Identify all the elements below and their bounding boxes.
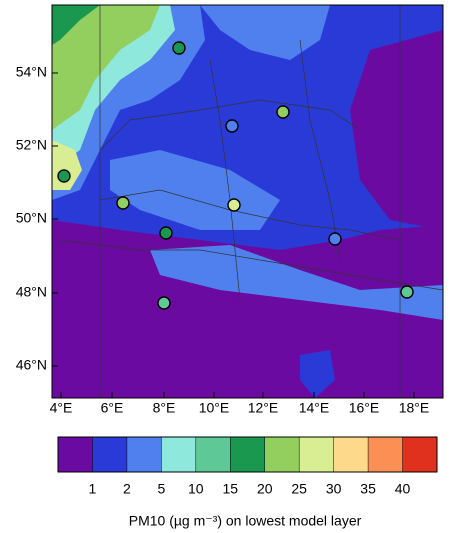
lat-label: 52°N	[16, 137, 47, 153]
map-frame	[51, 4, 444, 399]
colorbar-label: 10	[188, 481, 204, 497]
region	[52, 5, 100, 45]
region	[120, 110, 240, 150]
station	[157, 296, 171, 310]
lat-label: 48°N	[16, 284, 47, 300]
axis-labels: 54°N 52°N 50°N 48°N 46°N 4°E 6°E 8°E 10°E 12°E 14°…	[16, 64, 430, 416]
region	[52, 5, 160, 130]
colorbar-segment	[333, 437, 369, 472]
colorbar-label: 15	[222, 481, 238, 497]
colorbar-segment	[126, 437, 162, 472]
colorbar-label: 25	[291, 481, 307, 497]
colorbar-segment	[264, 437, 300, 472]
lat-label: 46°N	[16, 357, 47, 373]
colorbar-segment	[195, 437, 231, 472]
lon-label: 16°E	[349, 400, 380, 416]
station	[159, 226, 173, 240]
lon-label: 14°E	[299, 400, 330, 416]
lon-label: 4°E	[50, 400, 73, 416]
colorbar-label: 1	[89, 481, 97, 497]
lon-label: 6°E	[101, 400, 124, 416]
station	[227, 198, 241, 212]
lon-label: 10°E	[199, 400, 230, 416]
colorbar-segment	[58, 437, 93, 472]
lat-label: 50°N	[16, 210, 47, 226]
colorbar-label: 2	[123, 481, 131, 497]
colorbar-frame	[57, 436, 438, 473]
station	[328, 232, 342, 246]
lat-label: 54°N	[16, 64, 47, 80]
colorbar-label: 20	[257, 481, 273, 497]
colorbar: 1 2 5 10 15 20 25 30 35 40	[57, 436, 438, 497]
colorbar-segment	[230, 437, 266, 472]
colorbar-segment	[299, 437, 335, 472]
region	[52, 290, 443, 398]
region	[150, 245, 443, 320]
lon-label: 12°E	[248, 400, 279, 416]
station	[276, 105, 290, 119]
caption: PM10 (µg m⁻³) on lowest model layer	[129, 513, 362, 529]
station	[116, 196, 130, 210]
station	[400, 285, 414, 299]
borders	[59, 5, 444, 398]
region	[300, 350, 335, 398]
region	[350, 30, 443, 230]
station	[225, 119, 239, 133]
lon-label: 8°E	[153, 400, 176, 416]
colorbar-segment	[92, 437, 128, 472]
colorbar-label: 5	[157, 481, 165, 497]
map	[51, 4, 444, 399]
lon-label: 18°E	[399, 400, 430, 416]
station	[57, 169, 71, 183]
colorbar-segment	[368, 437, 404, 472]
colorbar-segment	[161, 437, 197, 472]
colorbar-label: 35	[360, 481, 376, 497]
colorbar-label: 30	[326, 481, 342, 497]
stations	[57, 41, 414, 310]
colorbar-segment	[402, 437, 438, 472]
colorbar-label: 40	[395, 481, 411, 497]
region	[200, 5, 330, 60]
station	[172, 41, 186, 55]
